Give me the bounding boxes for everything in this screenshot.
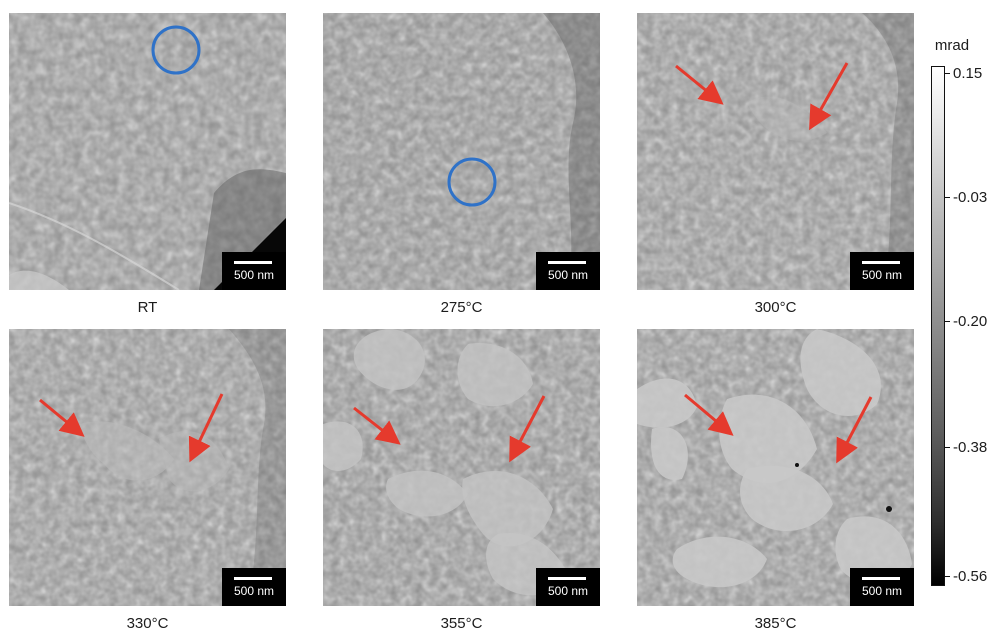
scale-bar-text: 500 nm (233, 584, 275, 598)
micrograph-300c-image (637, 13, 914, 290)
colorbar-tick-label: 0.15 (953, 65, 983, 82)
micrograph-275c: 500 nm (323, 13, 600, 290)
blue-circle-overlay-rt (151, 25, 201, 75)
red-arrow-2 (509, 395, 546, 463)
scale-bar-rt: 500 nm (222, 252, 286, 290)
red-arrow-overlay-330c (39, 393, 224, 463)
colorbar (931, 66, 945, 586)
red-arrow-2 (188, 393, 224, 463)
colorbar-unit-label: mrad (934, 37, 970, 54)
colorbar-tick (944, 321, 950, 322)
colorbar-tick-label: -0.56 (953, 568, 988, 585)
scale-bar-text: 500 nm (861, 268, 903, 282)
red-arrow-1 (39, 398, 85, 437)
scale-bar-355c: 500 nm (536, 568, 600, 606)
scale-bar-line (862, 261, 900, 264)
red-arrow-1 (675, 64, 724, 105)
red-arrow-2 (809, 62, 849, 131)
red-arrow-2 (836, 396, 873, 464)
red-arrow-1 (684, 393, 734, 436)
micrograph-rt-image (9, 13, 286, 290)
panel-label-275c: 275°C (440, 299, 483, 316)
colorbar-tick-label: -0.38 (953, 439, 988, 456)
micrograph-330c-image (9, 329, 286, 606)
scale-bar-line (548, 261, 586, 264)
micrograph-385c-image (637, 329, 914, 606)
scale-bar-300c: 500 nm (850, 252, 914, 290)
colorbar-tick-label: -0.03 (953, 189, 988, 206)
scale-bar-text: 500 nm (233, 268, 275, 282)
micrograph-300c: 500 nm (637, 13, 914, 290)
scale-bar-330c: 500 nm (222, 568, 286, 606)
red-arrow-overlay-385c (684, 393, 873, 464)
scale-bar-text: 500 nm (547, 268, 589, 282)
panel-label-355c: 355°C (440, 615, 483, 632)
panel-label-385c: 385°C (754, 615, 797, 632)
micrograph-355c-image (323, 329, 600, 606)
colorbar-tick (944, 73, 950, 74)
colorbar-tick-label: -0.20 (953, 313, 988, 330)
colorbar-tick (944, 197, 950, 198)
colorbar-tick (944, 576, 950, 577)
micrograph-355c: 500 nm (323, 329, 600, 606)
colorbar-tick (944, 447, 950, 448)
scale-bar-line (234, 577, 272, 580)
panel-label-300c: 300°C (754, 299, 797, 316)
panel-label-330c: 330°C (126, 615, 169, 632)
red-arrow-1 (353, 406, 401, 445)
scale-bar-text: 500 nm (861, 584, 903, 598)
micrograph-275c-image (323, 13, 600, 290)
panel-label-rt: RT (137, 299, 158, 316)
red-arrow-overlay-300c (675, 62, 849, 131)
scale-bar-275c: 500 nm (536, 252, 600, 290)
scale-bar-line (548, 577, 586, 580)
red-arrow-overlay-355c (353, 395, 546, 463)
micrograph-rt: 500 nm (9, 13, 286, 290)
scale-bar-text: 500 nm (547, 584, 589, 598)
scale-bar-line (862, 577, 900, 580)
scale-bar-385c: 500 nm (850, 568, 914, 606)
scale-bar-line (234, 261, 272, 264)
blue-circle-overlay-275c (447, 157, 497, 207)
micrograph-330c: 500 nm (9, 329, 286, 606)
micrograph-385c: 500 nm (637, 329, 914, 606)
